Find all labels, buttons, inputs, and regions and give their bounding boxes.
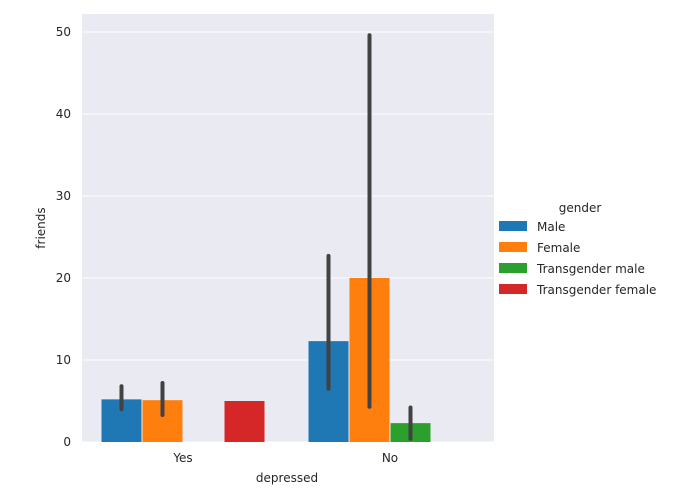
plot-background xyxy=(82,14,494,442)
legend: gender Male Female Transgender male Transge… xyxy=(499,201,656,297)
legend-label: Transgender male xyxy=(536,262,645,276)
legend-label: Transgender female xyxy=(536,283,656,297)
legend-swatch xyxy=(499,242,527,252)
legend-swatch xyxy=(499,263,527,273)
x-tick-label: No xyxy=(382,451,398,465)
legend-label: Female xyxy=(537,241,580,255)
legend-swatch xyxy=(499,221,527,231)
y-tick-label: 30 xyxy=(56,189,71,203)
legend-label: Male xyxy=(537,220,565,234)
x-tick-labels: Yes No xyxy=(172,451,398,465)
y-tick-label: 50 xyxy=(56,25,71,39)
y-tick-label: 0 xyxy=(63,435,71,449)
y-tick-label: 40 xyxy=(56,107,71,121)
legend-swatch xyxy=(499,284,527,294)
y-tick-label: 10 xyxy=(56,353,71,367)
x-tick-label: Yes xyxy=(172,451,192,465)
y-tick-labels: 0 10 20 30 40 50 xyxy=(56,25,71,449)
y-axis-label: friends xyxy=(34,207,48,248)
x-axis-label: depressed xyxy=(256,471,318,485)
legend-title: gender xyxy=(559,201,602,215)
y-tick-label: 20 xyxy=(56,271,71,285)
bar xyxy=(225,401,265,442)
